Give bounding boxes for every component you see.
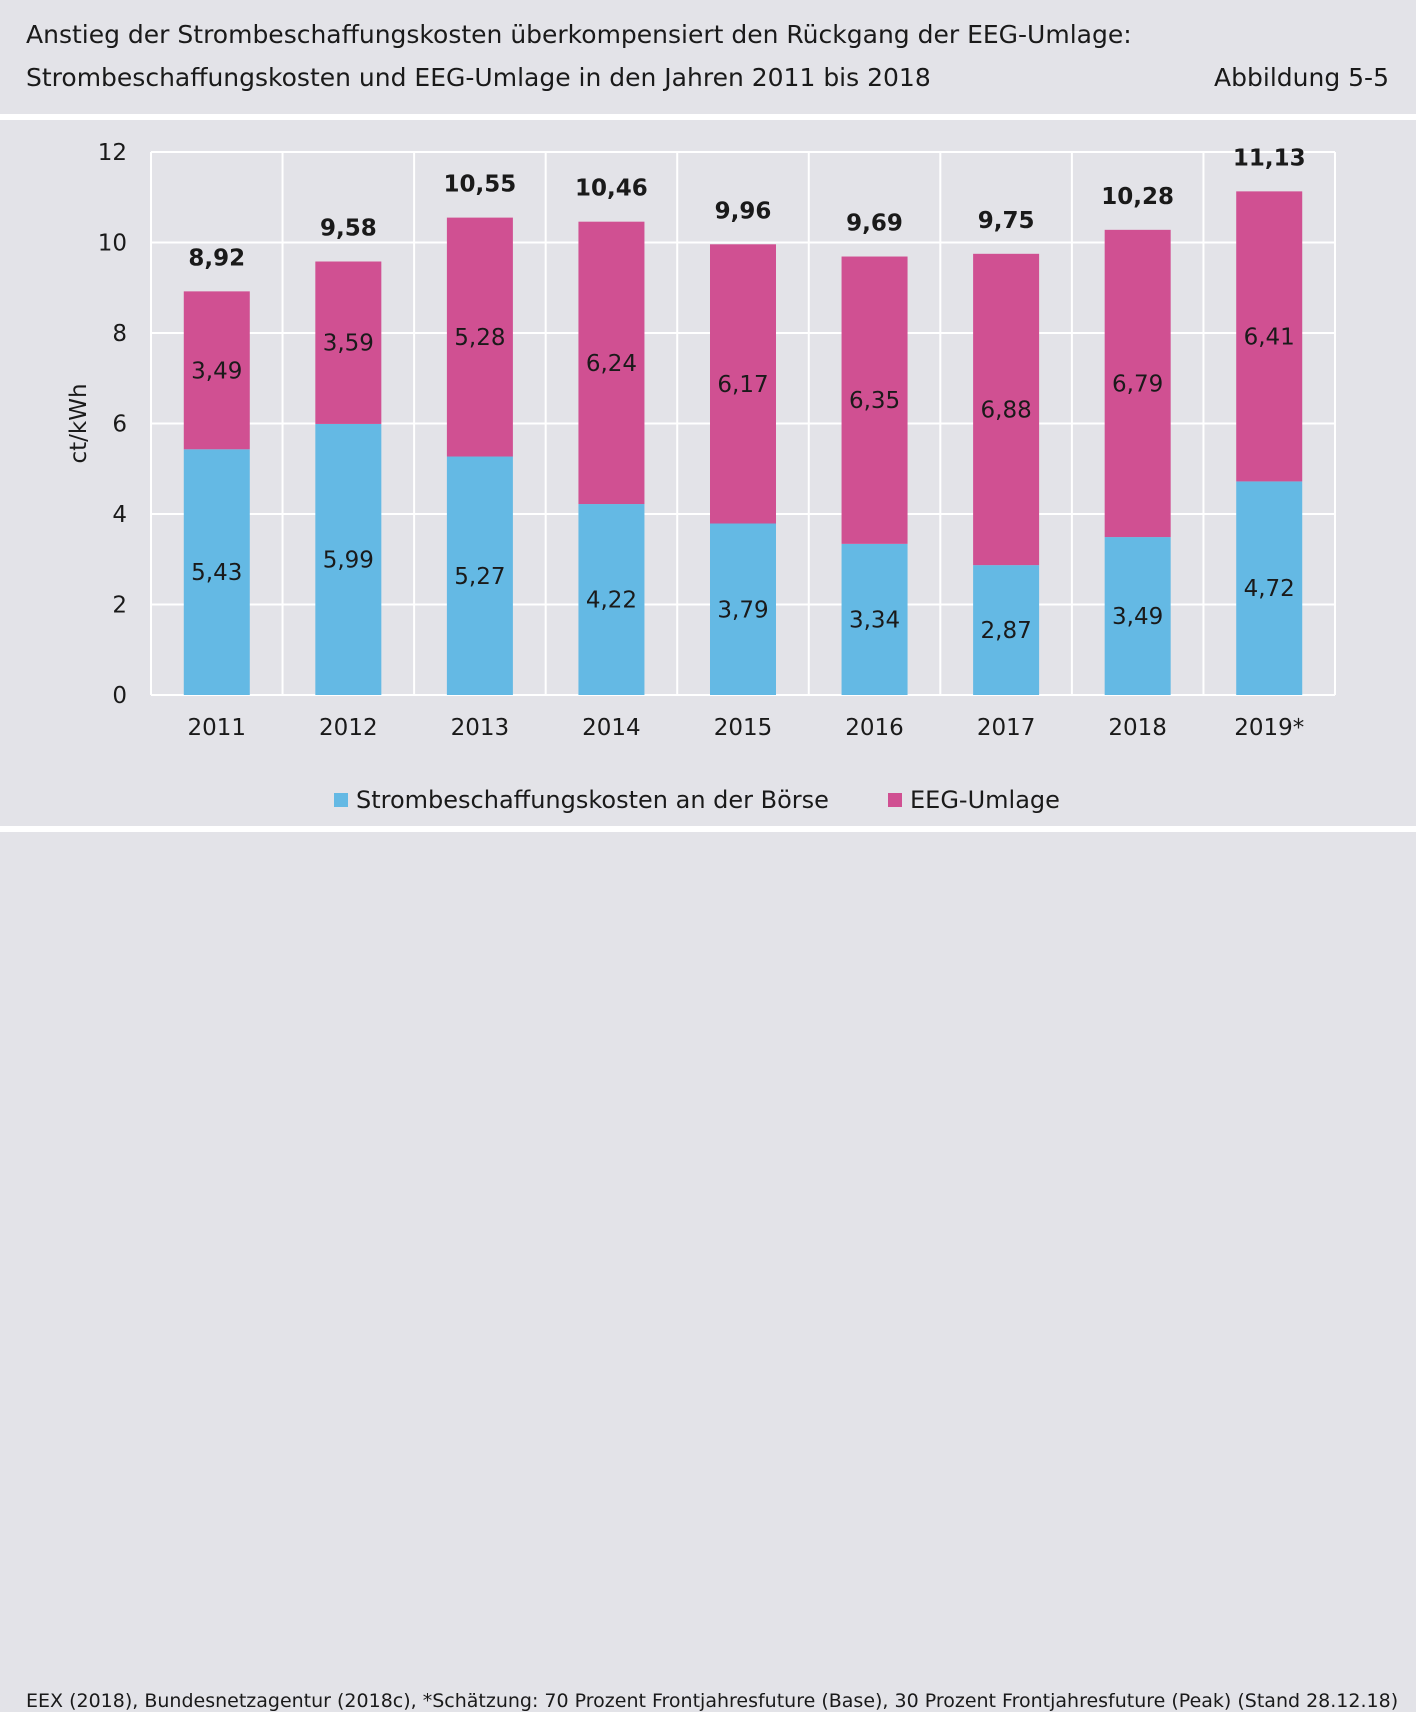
legend-swatch-eeg [888, 793, 902, 807]
data-label-boerse: 3,79 [717, 597, 768, 623]
data-label-eeg: 3,49 [191, 358, 242, 384]
bar-eeg [841, 256, 908, 544]
total-label: 9,75 [978, 208, 1035, 234]
data-label-boerse: 5,27 [454, 564, 505, 590]
stacked-bar-chart: 0 2 4 6 8 10 12 ct/kWh 5,43 3,49 8,92 2011 5,99 3,59 9… [66, 140, 1336, 741]
bar-boerse [710, 523, 776, 695]
legend-label-eeg: EEG-Umlage [910, 786, 1060, 814]
data-label-eeg: 6,79 [1112, 371, 1163, 397]
header: Anstieg der Strombeschaffungskosten über… [0, 0, 1416, 114]
bar-boerse [973, 565, 1040, 695]
data-label-eeg: 3,59 [323, 331, 374, 357]
total-label: 9,96 [715, 198, 772, 224]
total-label: 11,13 [1233, 145, 1306, 171]
total-label: 8,92 [188, 245, 245, 271]
total-label: 10,28 [1101, 184, 1174, 210]
bar-eeg [446, 217, 513, 457]
data-label-eeg: 6,88 [981, 397, 1032, 423]
bar-boerse [183, 449, 250, 695]
data-label-boerse: 2,87 [981, 618, 1032, 644]
x-tick-label: 2016 [845, 715, 904, 741]
y-axis-label: ct/kWh [66, 383, 92, 463]
y-tick-label: 6 [112, 412, 127, 438]
y-tick-label: 2 [112, 593, 127, 619]
x-tick-label: 2015 [714, 715, 773, 741]
bar-eeg [1236, 191, 1303, 482]
footer: EEX (2018), Bundesnetzagentur (2018c), *… [0, 832, 1416, 1712]
legend-label-boerse: Strombeschaffungskosten an der Börse [356, 786, 829, 814]
figure-label: Abbildung 5-5 [1214, 63, 1389, 92]
y-tick-label: 8 [112, 321, 127, 347]
data-label-boerse: 5,43 [191, 560, 242, 586]
y-tick-label: 0 [112, 683, 127, 709]
bar-eeg [315, 261, 382, 424]
divider-top [0, 114, 1416, 120]
data-label-eeg: 5,28 [454, 325, 505, 351]
data-label-boerse: 3,49 [1112, 604, 1163, 630]
data-label-boerse: 3,34 [849, 607, 900, 633]
total-label: 10,55 [444, 172, 517, 198]
bar-boerse [1236, 481, 1303, 695]
legend-item-eeg: EEG-Umlage [888, 786, 1060, 814]
bar-boerse [446, 456, 513, 695]
chart-title: Anstieg der Strombeschaffungskosten über… [26, 20, 1132, 49]
x-tick-label: 2011 [188, 715, 247, 741]
data-label-boerse: 4,22 [586, 588, 637, 614]
data-label-eeg: 6,24 [586, 351, 637, 377]
x-tick-label: 2018 [1108, 715, 1167, 741]
bar-boerse [315, 423, 382, 695]
legend-item-boerse: Strombeschaffungskosten an der Börse [334, 786, 829, 814]
y-tick-label: 4 [112, 502, 127, 528]
total-label: 9,69 [846, 211, 903, 237]
bar-eeg [183, 291, 250, 450]
x-tick-label: 2019* [1234, 715, 1304, 741]
legend-swatch-boerse [334, 793, 348, 807]
bar-boerse [1104, 537, 1171, 695]
total-label: 10,46 [575, 176, 648, 202]
bar-boerse [841, 543, 908, 695]
x-tick-label: 2013 [451, 715, 510, 741]
chart-subtitle: Strombeschaffungskosten und EEG-Umlage i… [26, 63, 931, 92]
y-tick-label: 10 [98, 231, 127, 257]
chart-legend: Strombeschaffungskosten an der Börse EEG… [0, 786, 1416, 814]
x-tick-label: 2012 [319, 715, 378, 741]
bar-eeg [973, 253, 1040, 566]
data-label-boerse: 4,72 [1244, 576, 1295, 602]
divider-bottom [0, 826, 1416, 832]
data-label-eeg: 6,17 [717, 372, 768, 398]
bar-eeg [578, 221, 645, 505]
total-label: 9,58 [320, 216, 377, 242]
data-label-boerse: 5,99 [323, 547, 374, 573]
data-label-eeg: 6,35 [849, 388, 900, 414]
bar-boerse [578, 504, 645, 695]
x-tick-label: 2014 [582, 715, 641, 741]
source-note: EEX (2018), Bundesnetzagentur (2018c), *… [26, 1690, 1399, 1712]
data-label-eeg: 6,41 [1244, 324, 1295, 350]
y-tick-label: 12 [98, 140, 127, 166]
bar-eeg [1104, 229, 1171, 538]
bar-eeg [710, 244, 776, 524]
x-tick-label: 2017 [977, 715, 1036, 741]
